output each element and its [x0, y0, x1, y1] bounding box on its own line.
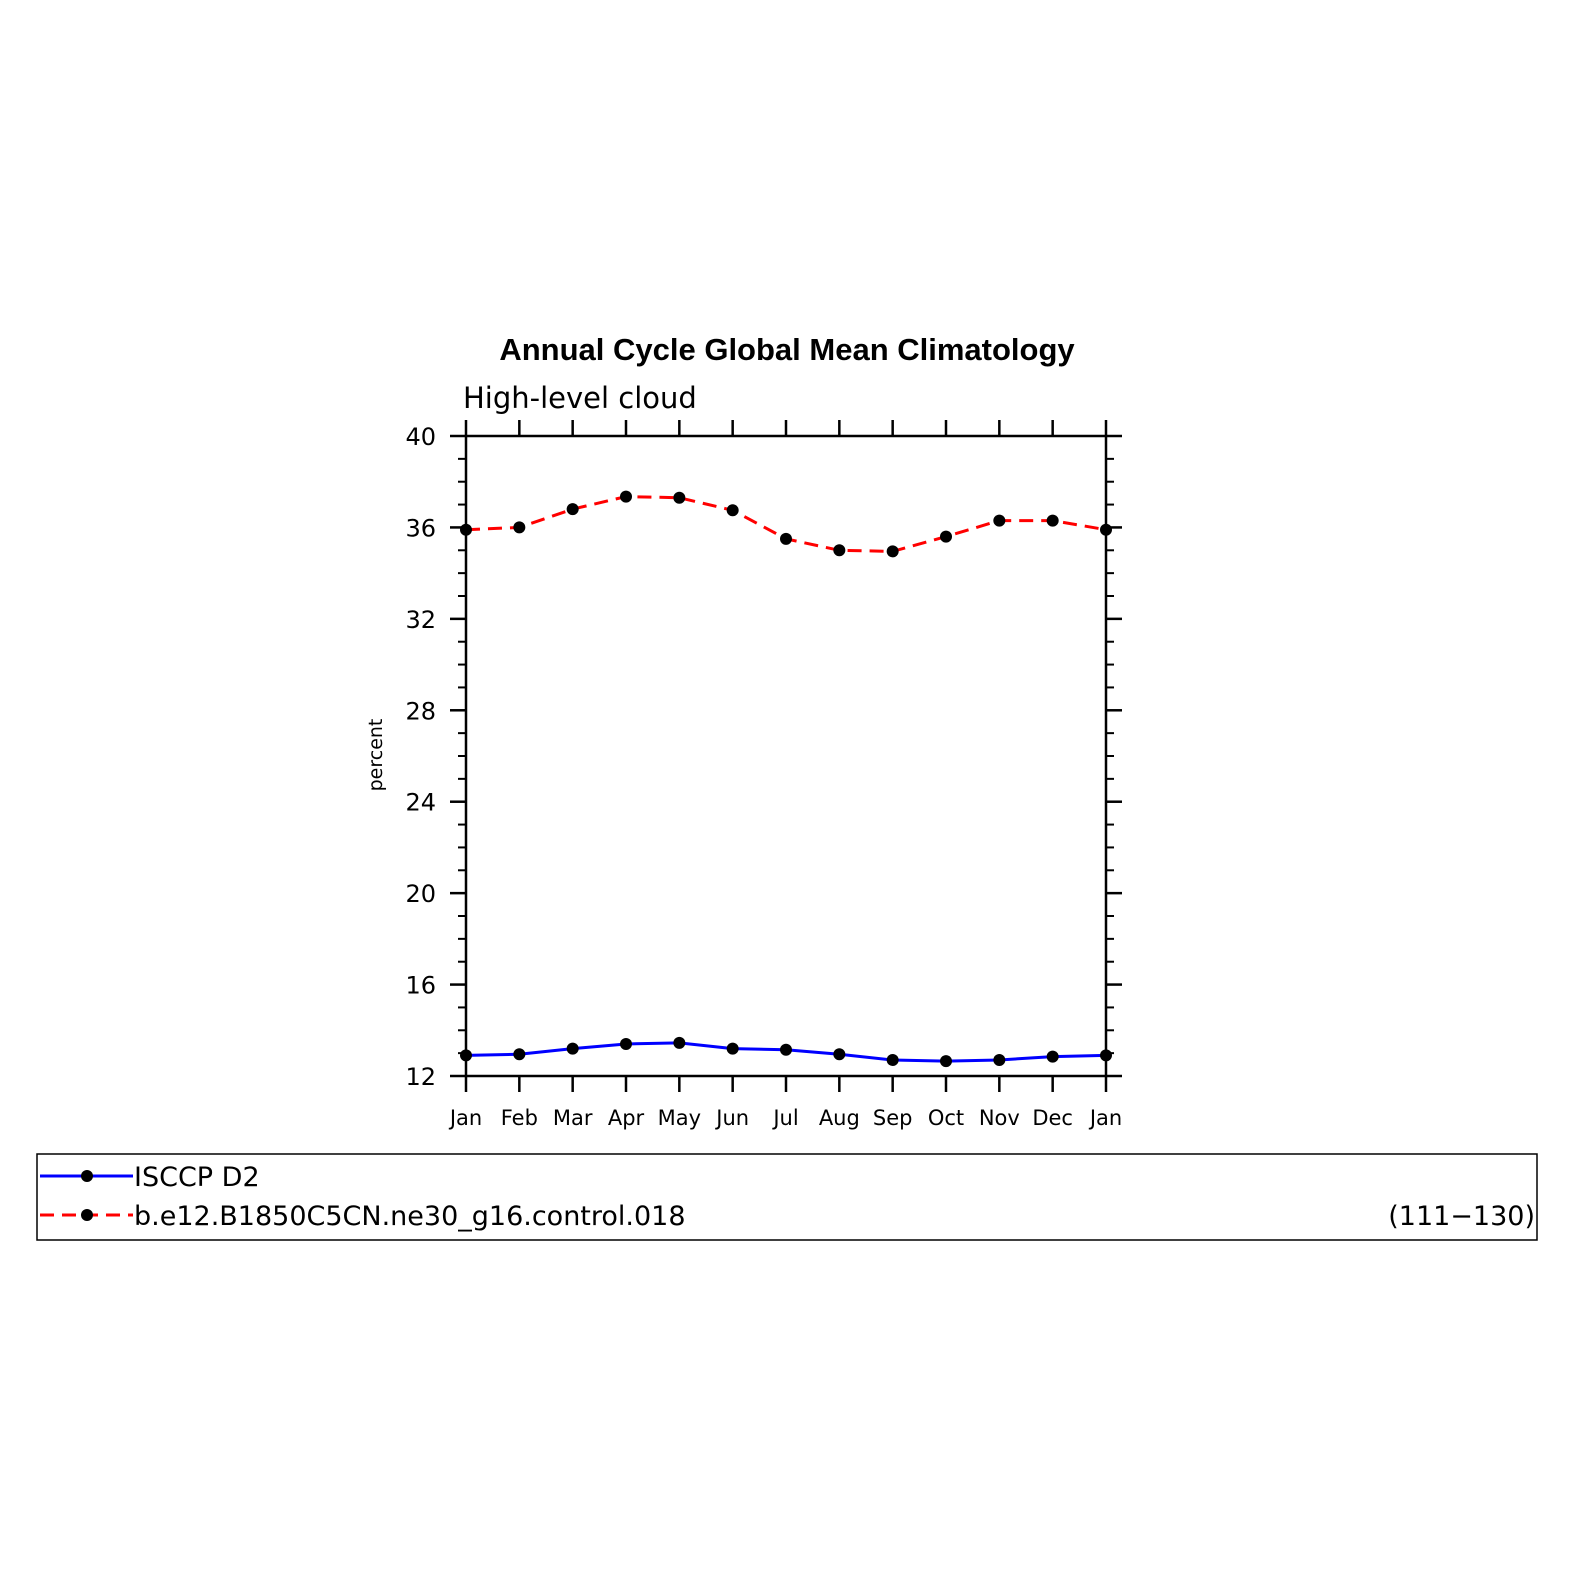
- y-tick-label: 40: [405, 423, 436, 451]
- legend-marker: [81, 1170, 93, 1182]
- y-tick-label: 28: [405, 697, 436, 725]
- legend-box: [36, 1153, 1538, 1241]
- data-point: [780, 532, 792, 545]
- x-tick-label: Mar: [553, 1106, 593, 1130]
- data-point: [673, 1036, 686, 1049]
- y-tick-label: 20: [405, 880, 436, 908]
- x-tick-label: Jul: [771, 1106, 798, 1130]
- data-point: [1100, 523, 1112, 536]
- data-point: [1046, 514, 1059, 527]
- data-point: [460, 1049, 472, 1062]
- y-tick-label: 16: [405, 972, 436, 1000]
- x-tick-label: Nov: [979, 1106, 1020, 1130]
- data-point: [726, 504, 739, 517]
- data-point: [726, 1042, 739, 1055]
- data-point: [886, 545, 899, 558]
- data-point: [780, 1043, 792, 1056]
- legend-entry: ISCCP D2: [40, 1162, 260, 1193]
- data-point: [513, 521, 526, 534]
- data-point: [833, 544, 846, 557]
- axes: 12 16 20 24 28 32 36 40 Jan Feb Mar Apr May Jun Jul Aug…: [405, 420, 1122, 1130]
- x-tick-label: Feb: [501, 1106, 538, 1130]
- y-tick-label: 32: [405, 606, 436, 634]
- data-point: [940, 1055, 952, 1068]
- chart-subtitle: High-level cloud: [463, 381, 697, 415]
- series-1: [460, 1036, 1112, 1068]
- legend: ISCCP D2 b.e12.B1850C5CN.ne30_g16.control…: [36, 1153, 1538, 1241]
- data-point: [673, 491, 686, 504]
- data-point: [620, 490, 632, 503]
- x-tick-label: Jan: [448, 1106, 482, 1130]
- x-tick-label: Dec: [1032, 1106, 1073, 1130]
- data-point: [993, 514, 1006, 527]
- legend-annotation: (111−130): [1388, 1201, 1535, 1232]
- legend-label: ISCCP D2: [134, 1162, 260, 1193]
- series-layer: [460, 490, 1112, 1068]
- x-tick-label: Oct: [928, 1106, 964, 1130]
- y-tick-label: 36: [405, 514, 436, 542]
- data-point: [993, 1054, 1006, 1066]
- legend-label: b.e12.B1850C5CN.ne30_g16.control.018: [134, 1201, 686, 1232]
- x-tick-label: Sep: [873, 1106, 913, 1130]
- data-point: [620, 1038, 632, 1050]
- y-tick-label: 12: [405, 1063, 436, 1091]
- data-point: [940, 530, 952, 543]
- legend-entry: b.e12.B1850C5CN.ne30_g16.control.018 (111…: [40, 1201, 1535, 1232]
- x-tick-label: Aug: [819, 1106, 860, 1130]
- data-point: [460, 523, 472, 536]
- data-point: [886, 1054, 899, 1066]
- plot-frame: [464, 434, 1108, 1078]
- x-tick-label: Apr: [608, 1106, 645, 1130]
- data-point: [566, 503, 579, 516]
- y-axis-label: percent: [365, 719, 387, 792]
- chart-title: Annual Cycle Global Mean Climatology: [499, 332, 1075, 367]
- x-tick-label: Jan: [1088, 1106, 1122, 1130]
- data-point: [513, 1048, 526, 1061]
- data-point: [566, 1042, 579, 1055]
- series-2: [460, 490, 1112, 558]
- legend-marker: [81, 1209, 93, 1221]
- x-tick-label: Jun: [714, 1106, 749, 1130]
- data-point: [1100, 1049, 1112, 1062]
- x-tick-label: May: [658, 1106, 701, 1130]
- y-tick-label: 24: [405, 789, 436, 817]
- data-point: [833, 1048, 846, 1061]
- data-point: [1046, 1050, 1059, 1063]
